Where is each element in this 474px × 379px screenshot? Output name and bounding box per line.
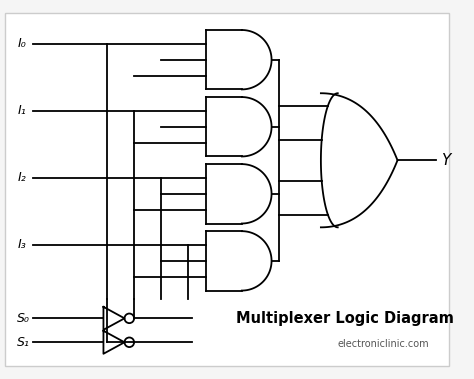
Text: I₁: I₁ [17,104,26,117]
Text: electroniclinic.com: electroniclinic.com [337,339,429,349]
Text: S₁: S₁ [17,336,30,349]
Text: Y: Y [441,153,450,168]
Text: I₃: I₃ [17,238,26,251]
Text: Multiplexer Logic Diagram: Multiplexer Logic Diagram [236,311,454,326]
Text: S₀: S₀ [17,312,30,325]
Text: I₂: I₂ [17,171,26,184]
FancyBboxPatch shape [5,13,449,366]
Text: I₀: I₀ [17,37,26,50]
